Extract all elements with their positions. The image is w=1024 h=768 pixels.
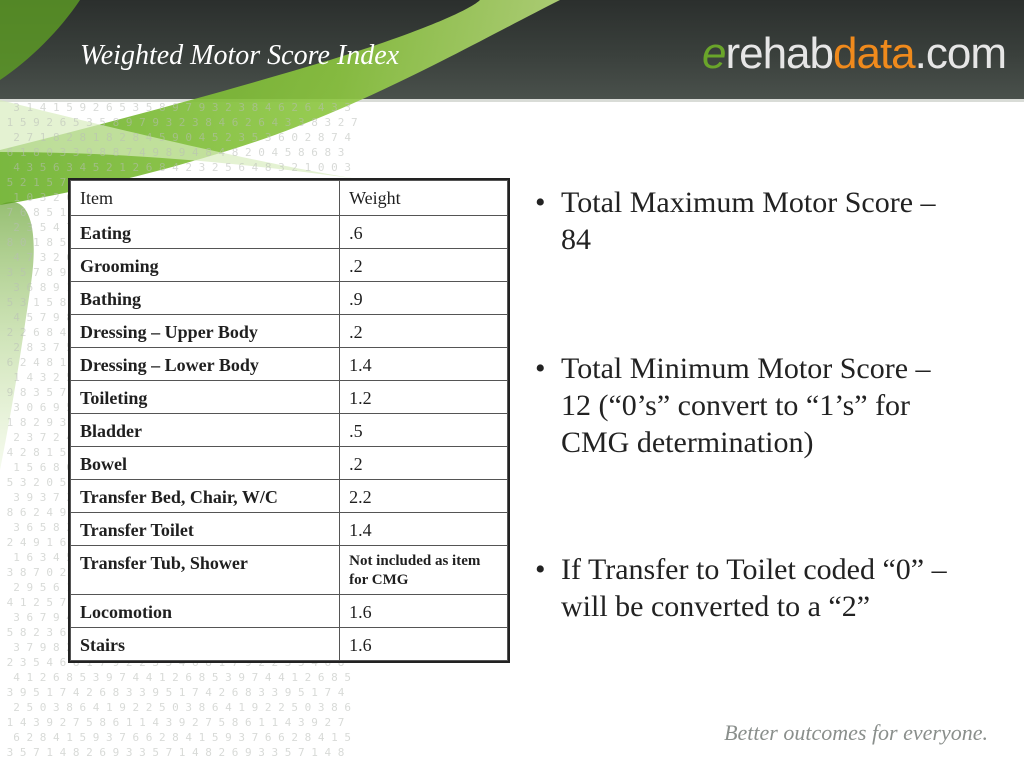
table-row: Bladder .5 [69,413,508,447]
row-item: Bowel [69,446,341,480]
erehabdata-logo: erehabdata.com [701,26,1007,82]
row-weight: 1.6 [339,594,508,628]
table-row: Transfer Bed, Chair, W/C 2.2 [69,479,508,513]
header-weight: Weight [339,180,508,216]
table-row: Stairs 1.6 [69,627,508,661]
row-item: Transfer Bed, Chair, W/C [69,479,341,513]
bullet-dot-icon: • [535,352,546,385]
bullet-text: If Transfer to Toilet coded “0” – will b… [561,553,947,623]
row-weight: .2 [339,314,508,348]
row-weight: 1.4 [339,347,508,381]
bullet-list: • Total Maximum Motor Score – 84 • Total M… [535,184,955,625]
table-header-row: Item Weight [69,180,508,216]
bullet-dot-icon: • [535,553,546,586]
bullet-item: • Total Minimum Motor Score – 12 (“0’s” c… [535,350,955,461]
row-weight: .5 [339,413,508,447]
table-row: Bowel .2 [69,446,508,480]
table-row: Dressing – Upper Body .2 [69,314,508,348]
table-row: Grooming .2 [69,248,508,282]
bullet-item: • Total Maximum Motor Score – 84 [535,184,955,258]
slide-title: Weighted Motor Score Index [80,40,400,71]
logo-e: e [701,29,727,78]
row-item: Locomotion [69,594,341,628]
row-item: Eating [69,215,341,249]
table-row: Transfer Toilet 1.4 [69,512,508,546]
bullet-dot-icon: • [535,186,546,219]
row-weight: .6 [339,215,508,249]
row-item: Stairs [69,627,341,661]
row-weight: 1.6 [339,627,508,661]
row-weight: 1.2 [339,380,508,414]
bullet-text: Total Maximum Motor Score – 84 [561,186,936,256]
row-item: Bathing [69,281,341,315]
bullet-text: Total Minimum Motor Score – 12 (“0’s” co… [561,352,931,459]
table-row: Dressing – Lower Body 1.4 [69,347,508,381]
row-weight: .2 [339,446,508,480]
table-row: Eating .6 [69,215,508,249]
logo-com: .com [914,29,1007,78]
row-weight: 1.4 [339,512,508,546]
row-item: Bladder [69,413,341,447]
bullet-item: • If Transfer to Toilet coded “0” – will … [535,551,955,625]
row-item: Dressing – Lower Body [69,347,341,381]
header-item: Item [69,180,341,216]
row-weight: .9 [339,281,508,315]
table-row: Bathing .9 [69,281,508,315]
table-row: Transfer Tub, Shower Not included as item… [69,545,508,595]
row-item: Grooming [69,248,341,282]
row-weight: 2.2 [339,479,508,513]
table-row: Toileting 1.2 [69,380,508,414]
motor-score-table-wrapper: Item Weight Eating .6 Grooming .2 Bathing.… [68,178,510,663]
row-weight: Not included as item for CMG [339,545,508,595]
row-item: Dressing – Upper Body [69,314,341,348]
row-item: Transfer Toilet [69,512,341,546]
footer-tagline: Better outcomes for everyone. [724,720,988,745]
motor-score-table: Item Weight Eating .6 Grooming .2 Bathing.… [69,180,508,661]
logo-data: data [833,29,916,78]
row-item: Toileting [69,380,341,414]
logo-rehab: rehab [725,29,834,78]
row-weight: .2 [339,248,508,282]
row-item: Transfer Tub, Shower [69,545,341,595]
table-row: Locomotion 1.6 [69,594,508,628]
